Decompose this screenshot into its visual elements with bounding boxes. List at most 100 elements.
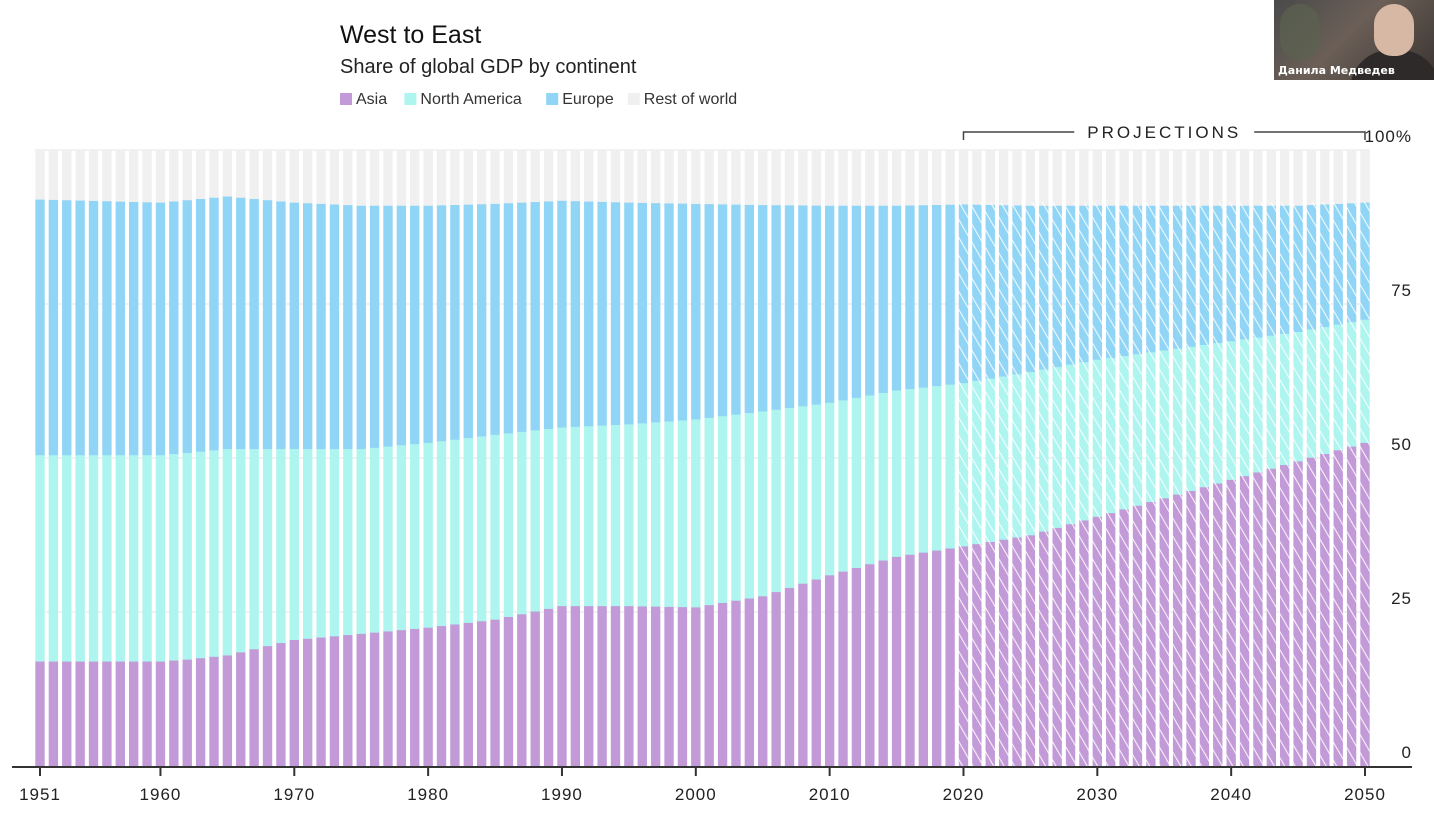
bar-segment-asia [824, 575, 835, 767]
projection-hatch-overlay [956, 202, 1370, 767]
bar-segment-asia [302, 638, 313, 767]
bar-1983 [463, 150, 473, 767]
bar-segment-asia [102, 661, 112, 767]
bar-segment-rest-of-world [48, 150, 59, 200]
bar-2006 [771, 150, 781, 767]
participant-video-tile[interactable]: Данила Медведев [1274, 0, 1434, 80]
bar-segment-north-america [209, 450, 219, 657]
bar-segment-europe [75, 200, 85, 456]
bar-segment-asia [436, 625, 447, 767]
bar-segment-europe [343, 204, 353, 450]
bar-segment-rest-of-world [423, 150, 433, 206]
bar-segment-europe [704, 203, 714, 418]
bar-1951 [35, 150, 45, 767]
bar-segment-asia [691, 607, 701, 767]
bar-segment-rest-of-world [958, 150, 969, 205]
bar-segment-rest-of-world [329, 150, 340, 205]
bar-segment-rest-of-world [369, 150, 380, 206]
participant-name: Данила Медведев [1278, 64, 1395, 77]
bar-segment-europe [276, 201, 286, 450]
bar-segment-north-america [249, 448, 259, 650]
bar-segment-north-america [530, 430, 540, 612]
bar-segment-asia [410, 628, 420, 767]
bar-segment-asia [289, 639, 299, 767]
bar-segment-rest-of-world [1333, 150, 1343, 204]
bar-segment-rest-of-world [650, 150, 661, 204]
bar-1963 [195, 150, 206, 767]
bar-segment-rest-of-world [1106, 150, 1116, 206]
bar-segment-rest-of-world [517, 150, 527, 203]
bar-2005 [758, 150, 768, 767]
bar-segment-asia [316, 637, 326, 767]
bar-segment-europe [784, 205, 795, 409]
bar-segment-asia [209, 656, 219, 767]
bar-segment-europe [570, 200, 581, 427]
bar-segment-europe [878, 205, 888, 393]
x-tick-label-1970: 1970 [273, 785, 315, 804]
bar-segment-europe [236, 197, 246, 450]
bar-segment-europe [463, 204, 473, 439]
bar-segment-asia [463, 622, 473, 767]
bar-segment-asia [744, 598, 755, 767]
bar-segment-north-america [369, 447, 380, 633]
bar-1997 [650, 150, 661, 767]
bar-segment-north-america [932, 385, 942, 551]
bar-segment-europe [129, 201, 139, 456]
legend-item-north-america: North America [404, 91, 522, 108]
bar-segment-asia [369, 632, 380, 767]
bar-1958 [129, 150, 139, 767]
bar-segment-north-america [48, 454, 59, 662]
bar-segment-asia [597, 605, 607, 767]
bar-segment-rest-of-world [35, 150, 45, 200]
bar-segment-north-america [262, 448, 273, 647]
bar-1984 [476, 150, 487, 767]
bar-segment-europe [302, 202, 313, 450]
bar-segment-europe [410, 205, 420, 445]
legend-item-europe: Europe [546, 91, 614, 108]
bar-segment-asia [169, 660, 179, 767]
bar-segment-rest-of-world [637, 150, 647, 203]
bar-segment-rest-of-world [169, 150, 179, 202]
bar-segment-asia [811, 579, 821, 767]
bar-segment-rest-of-world [758, 150, 768, 206]
bar-2012 [851, 150, 862, 767]
bar-1976 [369, 150, 380, 767]
bar-segment-europe [932, 204, 942, 387]
bar-segment-rest-of-world [356, 150, 366, 206]
bar-1987 [517, 150, 527, 767]
bar-segment-europe [664, 203, 674, 422]
bar-1993 [597, 150, 607, 767]
bar-2001 [704, 150, 714, 767]
bar-1978 [396, 150, 407, 767]
bar-segment-rest-of-world [410, 150, 420, 206]
bar-segment-north-america [182, 452, 192, 660]
bar-2017 [918, 150, 929, 767]
bar-segment-rest-of-world [1146, 150, 1156, 206]
bar-1968 [262, 150, 273, 767]
bar-1995 [624, 150, 634, 767]
bar-segment-north-america [945, 384, 955, 549]
bar-segment-north-america [222, 448, 233, 656]
legend-label: Europe [562, 91, 614, 108]
bar-segment-asia [530, 611, 540, 767]
legend-label: North America [420, 91, 521, 108]
bar-segment-europe [383, 205, 393, 447]
bar-segment-europe [102, 200, 112, 456]
x-tick-label-2030: 2030 [1076, 785, 1118, 804]
bar-segment-europe [865, 205, 875, 396]
bar-1977 [383, 150, 393, 767]
chart-title: West to East [340, 21, 481, 49]
bar-segment-north-america [731, 414, 741, 601]
bar-segment-rest-of-world [1199, 150, 1210, 206]
bar-segment-rest-of-world [798, 150, 808, 206]
bar-segment-asia [878, 560, 888, 767]
bar-segment-europe [195, 198, 206, 452]
bar-segment-asia [945, 548, 955, 767]
legend-swatch [627, 93, 640, 105]
bar-segment-europe [249, 198, 259, 450]
projection-bracket-right [1254, 131, 1366, 140]
bar-segment-north-america [570, 426, 581, 607]
bar-segment-rest-of-world [1039, 150, 1049, 206]
bar-1985 [490, 150, 500, 767]
bar-1965 [222, 150, 233, 767]
